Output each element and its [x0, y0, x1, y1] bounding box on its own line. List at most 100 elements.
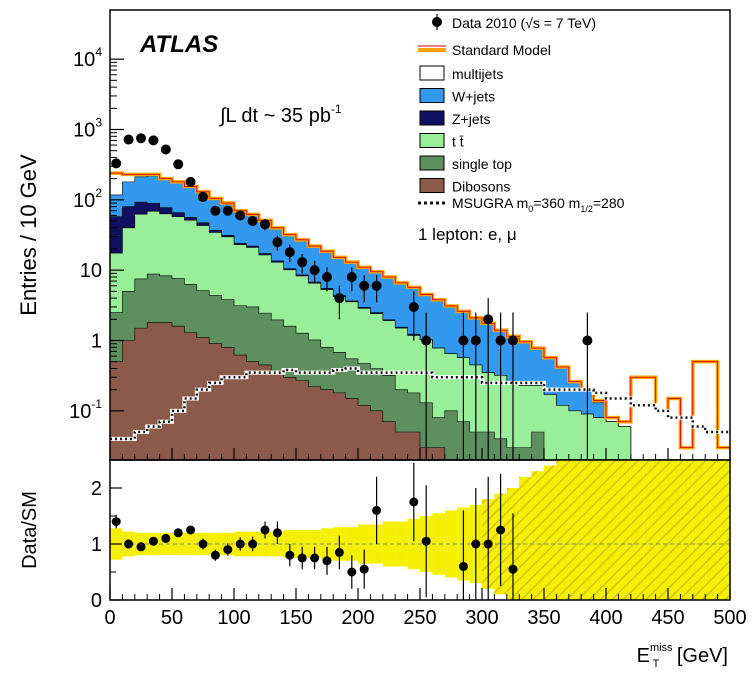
ratio-point [458, 561, 468, 571]
band-bin [668, 460, 681, 600]
ratio-point [161, 533, 171, 543]
ratio-point [186, 525, 196, 535]
ratio-points [111, 462, 518, 600]
svg-text:MSUGRA m0=360 m1/2=280: MSUGRA m0=360 m1/2=280 [452, 195, 625, 214]
data-point [198, 191, 208, 202]
band-bin [568, 460, 582, 600]
legend-label: multijets [452, 66, 503, 82]
ratio-point [347, 567, 357, 577]
ratio-point [297, 553, 307, 563]
data-point [458, 335, 469, 346]
legend-label: Dibosons [452, 179, 510, 195]
ratio-point [260, 525, 270, 535]
data-point [309, 265, 320, 276]
y-tick-label: 10-1 [69, 397, 102, 423]
ratio-point [471, 539, 481, 549]
ratio-y-tick-label: 0 [91, 590, 102, 612]
y-tick-label: 10 [80, 260, 102, 282]
ratio-point [409, 497, 419, 507]
data-point [210, 205, 221, 216]
legend-swatch [419, 88, 445, 103]
x-axis-label-sup: miss [650, 642, 673, 654]
ratio-y-tick-label: 2 [91, 478, 102, 500]
band-bin [432, 513, 445, 575]
ratio-point [334, 547, 344, 557]
ratio-point [136, 542, 146, 552]
ratio-point [173, 528, 183, 538]
x-tick-label: 150 [279, 607, 312, 629]
x-tick-label: 200 [341, 607, 374, 629]
ratio-point [272, 528, 282, 538]
signal-line [110, 367, 730, 441]
ratio-point [421, 536, 431, 546]
data-point [260, 219, 270, 230]
x-axis-label-sub: T [653, 658, 660, 670]
band-bin [382, 521, 396, 567]
data-point [160, 144, 171, 155]
data-point [111, 158, 122, 169]
x-tick-label: 300 [465, 607, 498, 629]
ratio-point [210, 550, 220, 560]
legend-swatch [419, 65, 445, 81]
data-point [322, 271, 332, 282]
ratio-point [508, 564, 518, 574]
svg-text:Data 2010 (√s = 7 TeV): Data 2010 (√s = 7 TeV) [452, 15, 596, 31]
luminosity-label: ∫L dt ~ 35 pb-1 [219, 102, 342, 127]
legend-swatch [419, 133, 445, 148]
legend-label: t t̄ [452, 134, 464, 150]
legend-data-label: Data 2010 ( [452, 15, 525, 31]
data-point [297, 257, 308, 268]
band-bin [705, 460, 718, 600]
legend-entry-standard-model: Standard Model [418, 42, 551, 58]
legend-entry-data: Data 2010 (√s = 7 TeV) [432, 14, 596, 31]
legend-swatch [419, 110, 445, 126]
data-point [148, 135, 159, 146]
ratio-point [372, 505, 382, 515]
ratio-point [248, 539, 258, 549]
x-tick-label: 250 [403, 607, 436, 629]
msugra-signal-line [110, 366, 730, 441]
y-tick-label: 104 [73, 45, 102, 71]
legend-msugra-mid: =360 m [533, 195, 580, 211]
legend-data-sqrt: √s = 7 TeV) [525, 15, 596, 31]
ratio-panel: 0 1 2 0 50 100 150 200 250 300 350 400 450 500 Data/… [19, 448, 747, 670]
x-axis: 0 50 100 150 200 250 300 350 400 450 500 [104, 448, 747, 629]
x-axis-label-unit: [GeV] [671, 645, 728, 667]
x-axis-label: Emiss T [GeV] [637, 642, 728, 670]
data-point [222, 205, 233, 216]
legend: Data 2010 (√s = 7 TeV) Standard Model mu… [418, 14, 625, 214]
data-point [123, 134, 134, 145]
band-bin [172, 532, 185, 556]
ratio-point [111, 517, 121, 527]
data-point [272, 237, 283, 248]
sm-uncertainty-band [110, 460, 730, 600]
x-tick-label: 400 [589, 607, 622, 629]
ratio-point [124, 539, 134, 549]
ratio-point [148, 536, 158, 546]
band-bin [717, 460, 730, 600]
x-tick-label: 50 [161, 607, 183, 629]
data-point [483, 314, 494, 325]
legend-swatch [419, 155, 445, 171]
ratio-point [235, 539, 245, 549]
selection-label: 1 lepton: e, μ [418, 225, 517, 244]
band-bin [606, 460, 619, 600]
x-tick-label: 350 [527, 607, 560, 629]
band-bin [680, 460, 693, 600]
x-tick-label: 500 [713, 607, 746, 629]
legend-msugra-main: MSUGRA m [452, 195, 528, 211]
data-point [421, 335, 432, 346]
main-y-axis: 10-1 1 10 102 103 104 [69, 45, 124, 423]
data-point [495, 335, 506, 346]
legend-sm-label: Standard Model [452, 42, 551, 58]
atlas-label: ATLAS [139, 31, 218, 58]
data-points [111, 133, 593, 460]
data-point [508, 335, 518, 346]
band-bin [544, 465, 557, 600]
stacked-histograms [110, 173, 730, 460]
band-bin [692, 460, 706, 600]
data-point [136, 133, 146, 144]
y-tick-label: 102 [73, 186, 102, 212]
band-bin [643, 460, 656, 600]
